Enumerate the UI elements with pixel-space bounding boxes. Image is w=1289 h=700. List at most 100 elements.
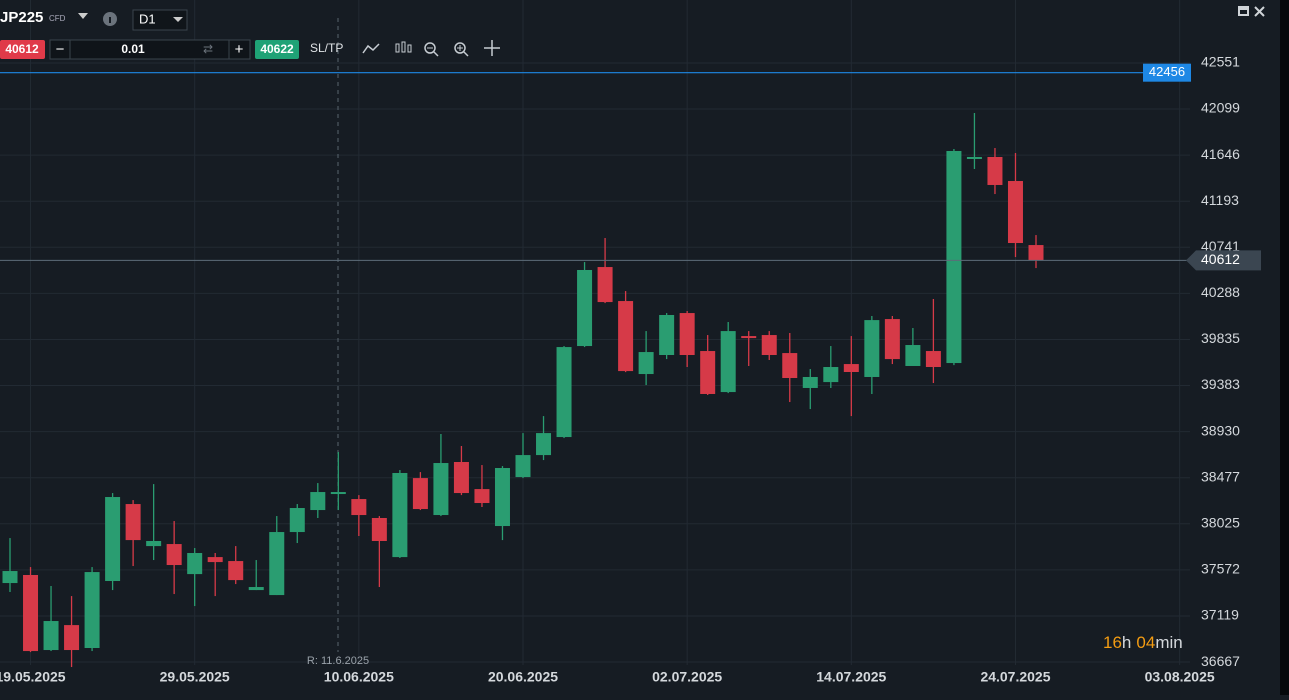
volume[interactable]: 0.01 xyxy=(121,42,145,56)
candle-body xyxy=(618,301,634,372)
candle-body xyxy=(474,489,490,504)
countdown-hours-unit: h xyxy=(1122,633,1131,652)
y-tick-label: 38930 xyxy=(1201,422,1240,438)
symbol-dropdown[interactable] xyxy=(78,13,88,19)
candle-body xyxy=(371,517,387,541)
timeframe: D1 xyxy=(139,11,156,26)
candle-body xyxy=(433,463,449,516)
zoom-in-icon[interactable] xyxy=(454,42,466,54)
edge xyxy=(1280,0,1289,695)
candle-body xyxy=(330,492,346,495)
price-level-box xyxy=(1143,63,1191,82)
swap-icon[interactable]: ⇄ xyxy=(203,42,213,56)
sell-button[interactable] xyxy=(0,40,45,59)
candle-body xyxy=(207,557,223,563)
buy-button[interactable] xyxy=(255,40,299,59)
y-tick-label: 39835 xyxy=(1201,330,1240,346)
x-tick-label: 03.08.2025 xyxy=(1145,669,1215,685)
current-price-box xyxy=(1186,250,1261,271)
close-icon[interactable] xyxy=(1254,6,1265,17)
candle-body xyxy=(843,364,859,373)
candle-body xyxy=(392,472,408,558)
price-level-label: 42456 xyxy=(1149,64,1185,79)
current-price-label: 40612 xyxy=(1201,251,1240,267)
candle-body xyxy=(105,497,121,582)
symbol: JP225 xyxy=(0,9,43,26)
minimize-glyph xyxy=(1240,10,1247,14)
zoom-in-glyph xyxy=(457,45,463,51)
candle-body xyxy=(43,621,59,651)
info-glyph xyxy=(109,17,111,23)
candle-body xyxy=(864,320,880,377)
x-tick-label: 20.06.2025 xyxy=(488,669,558,685)
y-tick-label: 42551 xyxy=(1201,54,1240,70)
candle-body xyxy=(720,331,736,393)
candle-body xyxy=(1028,245,1044,261)
x-tick-label: 02.07.2025 xyxy=(652,669,722,685)
plus-button[interactable]: + xyxy=(235,41,244,58)
candle-body xyxy=(782,353,798,379)
y-tick-label: 42099 xyxy=(1201,100,1240,116)
candle-body xyxy=(761,335,777,355)
y-tick-label: 41646 xyxy=(1201,146,1240,162)
y-tick-label: 40741 xyxy=(1201,238,1240,254)
candle-body xyxy=(64,625,80,651)
candle-body xyxy=(453,461,469,494)
candle-body xyxy=(925,351,941,368)
x-tick-label: 24.07.2025 xyxy=(980,669,1050,685)
move-icon[interactable] xyxy=(484,40,500,56)
candle-body xyxy=(577,269,593,347)
zoom-out-icon[interactable] xyxy=(424,42,436,54)
candle-body xyxy=(884,319,900,360)
candle-body xyxy=(1007,181,1023,244)
axis: 36667 37119 37572 38025 38477 38930 39383 39835… xyxy=(0,54,1261,685)
sell-price: 40612 xyxy=(5,42,39,56)
x-tick-label: 10.06.2025 xyxy=(324,669,394,685)
y-tick-label: 39383 xyxy=(1201,376,1240,392)
candle-body xyxy=(310,492,326,511)
candle-body xyxy=(2,571,18,584)
candle-body xyxy=(515,455,531,478)
y-tick-label: 37572 xyxy=(1201,561,1240,577)
candle-body xyxy=(987,156,1003,185)
candle-body xyxy=(946,150,962,364)
candle-icon[interactable] xyxy=(395,41,412,53)
y-tick-label: 37119 xyxy=(1201,607,1239,623)
y-tick-label: 41193 xyxy=(1201,192,1239,208)
candle-body xyxy=(228,561,244,581)
candle-body xyxy=(494,468,510,527)
candle-body xyxy=(248,587,264,591)
grid xyxy=(0,0,1190,665)
countdown-minutes: 04 xyxy=(1136,633,1155,652)
candle-body xyxy=(741,336,757,339)
candle-body xyxy=(269,532,285,596)
candle-body xyxy=(412,478,428,510)
y-tick-label: 36667 xyxy=(1201,653,1240,669)
line-chart-icon[interactable] xyxy=(362,43,380,54)
volume-box xyxy=(49,39,251,60)
x-tick-label: 19.05.2025 xyxy=(0,669,66,685)
candle-body xyxy=(802,376,818,388)
sltp-button[interactable]: SL/TP xyxy=(310,41,343,55)
countdown: 16h 04min xyxy=(1103,633,1183,652)
candle-body xyxy=(823,367,839,383)
symbol-type: CFD xyxy=(49,14,66,23)
plot xyxy=(0,72,1190,668)
candle-body xyxy=(187,553,203,575)
x-tick-label: 14.07.2025 xyxy=(816,669,886,685)
buy-price: 40622 xyxy=(260,42,294,56)
minus-button[interactable]: − xyxy=(56,41,65,58)
candle-body xyxy=(23,575,39,652)
candle-body xyxy=(84,572,100,648)
candle-body xyxy=(289,508,305,533)
timeframe-select[interactable] xyxy=(132,9,188,31)
zoom-in-handle xyxy=(463,51,469,57)
zoom-out-handle xyxy=(433,51,439,57)
y-tick-label: 38477 xyxy=(1201,468,1240,484)
candle-body xyxy=(966,156,982,159)
candle-body xyxy=(536,433,552,456)
candle-body xyxy=(166,544,182,566)
